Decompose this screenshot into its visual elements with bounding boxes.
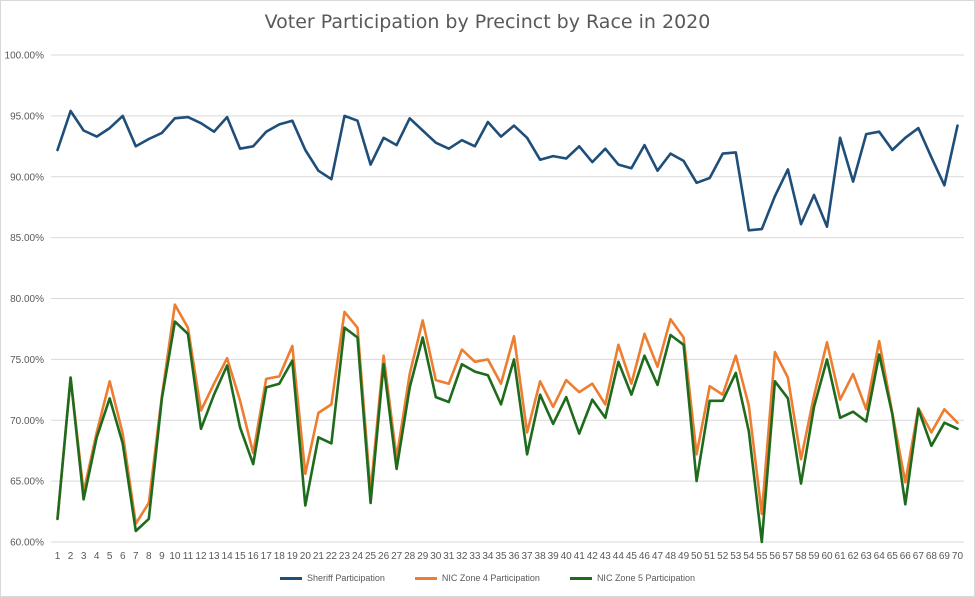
x-tick-label: 45 [626, 551, 638, 562]
y-tick-label: 90.00% [10, 172, 44, 183]
x-tick-label: 5 [107, 551, 113, 562]
x-tick-label: 60 [821, 551, 833, 562]
x-tick-label: 19 [287, 551, 299, 562]
x-tick-label: 62 [848, 551, 860, 562]
x-tick-label: 69 [939, 551, 951, 562]
x-tick-label: 51 [704, 551, 716, 562]
x-tick-label: 54 [743, 551, 755, 562]
x-tick-label: 37 [522, 551, 534, 562]
x-tick-label: 11 [183, 551, 194, 562]
legend-swatch [414, 576, 437, 580]
x-tick-label: 21 [313, 551, 325, 562]
x-tick-label: 63 [861, 551, 873, 562]
legend: Sheriff Participation NIC Zone 4 Particip… [1, 573, 974, 583]
legend-swatch [569, 576, 592, 580]
x-tick-label: 1 [55, 551, 61, 562]
x-tick-label: 12 [195, 551, 207, 562]
x-tick-label: 27 [391, 551, 403, 562]
x-tick-label: 47 [652, 551, 664, 562]
x-tick-label: 16 [248, 551, 260, 562]
x-tick-label: 65 [887, 551, 899, 562]
x-tick-label: 2 [68, 551, 74, 562]
x-tick-label: 52 [717, 551, 729, 562]
x-tick-label: 38 [535, 551, 547, 562]
y-tick-label: 60.00% [10, 538, 44, 549]
legend-label: NIC Zone 5 Participation [596, 573, 695, 583]
x-tick-label: 20 [300, 551, 312, 562]
x-tick-label: 26 [378, 551, 390, 562]
legend-item-3: NIC Zone 5 Participation [569, 573, 695, 583]
x-tick-label: 25 [365, 551, 377, 562]
chart-title: Voter Participation by Precinct by Race … [264, 11, 711, 33]
x-tick-label: 15 [235, 551, 247, 562]
plot-area: 60.00% 65.00% 70.00% 75.00% 80.00% 85.00% 90.0… [5, 51, 964, 562]
x-tick-label: 30 [430, 551, 442, 562]
x-tick-label: 39 [548, 551, 560, 562]
x-tick-label: 7 [133, 551, 139, 562]
x-tick-label: 8 [146, 551, 152, 562]
x-tick-label: 29 [417, 551, 429, 562]
x-tick-label: 44 [613, 551, 625, 562]
x-tick-label: 10 [169, 551, 181, 562]
x-tick-label: 34 [482, 551, 494, 562]
y-tick-label: 95.00% [10, 111, 44, 122]
x-tick-label: 3 [81, 551, 87, 562]
y-tick-label: 75.00% [10, 355, 44, 366]
x-tick-label: 22 [326, 551, 338, 562]
series-line-3 [56, 320, 959, 544]
legend-label: NIC Zone 4 Participation [441, 573, 540, 583]
x-tick-label: 42 [587, 551, 599, 562]
x-tick-label: 59 [808, 551, 820, 562]
y-tick-label: 70.00% [10, 416, 44, 427]
legend-item-2: NIC Zone 4 Participation [414, 573, 540, 583]
x-tick-label: 9 [159, 551, 165, 562]
x-tick-label: 61 [835, 551, 847, 562]
x-tick-label: 14 [222, 551, 234, 562]
x-tick-label: 66 [900, 551, 912, 562]
x-tick-label: 56 [769, 551, 781, 562]
x-tick-label: 64 [874, 551, 886, 562]
x-tick-label: 50 [691, 551, 703, 562]
x-tick-label: 68 [926, 551, 938, 562]
y-tick-label: 100.00% [5, 51, 45, 62]
x-tick-label: 18 [274, 551, 286, 562]
legend-swatch [280, 576, 302, 580]
x-tick-label: 4 [94, 551, 100, 562]
legend-item-1: Sheriff Participation [280, 573, 385, 583]
x-tick-label: 70 [952, 551, 964, 562]
x-tick-label: 31 [443, 551, 455, 562]
x-tick-label: 55 [756, 551, 768, 562]
x-tick-label: 13 [208, 551, 220, 562]
x-tick-label: 24 [352, 551, 364, 562]
x-tick-label: 57 [782, 551, 794, 562]
series-line-2 [56, 303, 959, 526]
y-tick-label: 80.00% [10, 294, 44, 305]
y-tick-label: 85.00% [10, 233, 44, 244]
x-tick-label: 40 [561, 551, 573, 562]
x-tick-label: 49 [678, 551, 690, 562]
x-tick-label: 32 [456, 551, 468, 562]
x-tick-label: 46 [639, 551, 651, 562]
x-tick-label: 48 [665, 551, 677, 562]
legend-label: Sheriff Participation [307, 573, 385, 583]
x-tick-label: 6 [120, 551, 126, 562]
x-tick-label: 35 [495, 551, 507, 562]
x-tick-label: 17 [261, 551, 273, 562]
y-tick-label: 65.00% [10, 477, 44, 488]
x-tick-label: 53 [730, 551, 742, 562]
series-line-1 [56, 109, 959, 232]
x-tick-label: 28 [404, 551, 416, 562]
x-tick-label: 23 [339, 551, 351, 562]
x-tick-label: 36 [508, 551, 520, 562]
x-tick-label: 58 [795, 551, 807, 562]
x-tick-label: 41 [574, 551, 586, 562]
x-tick-label: 67 [913, 551, 925, 562]
x-tick-label: 33 [469, 551, 481, 562]
x-tick-label: 43 [600, 551, 612, 562]
